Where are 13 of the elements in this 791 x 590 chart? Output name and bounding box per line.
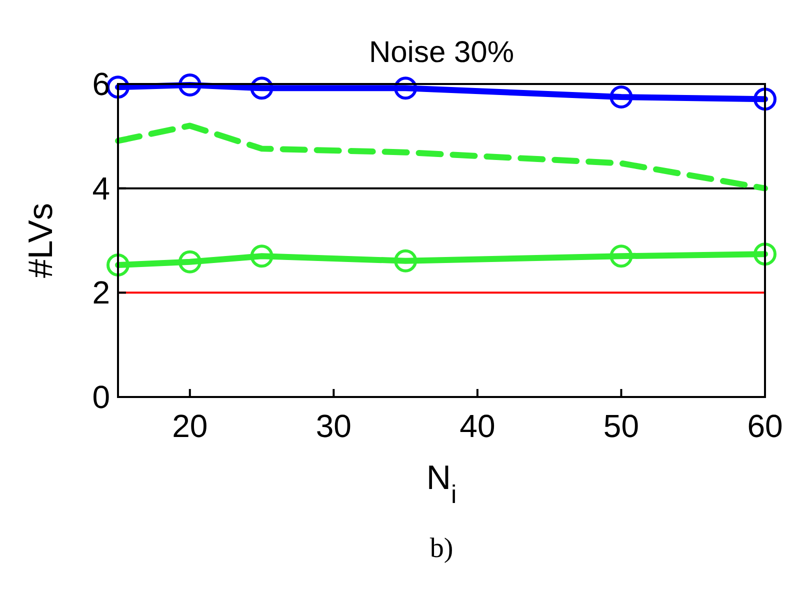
x-tick-label: 50 (603, 408, 640, 444)
x-axis-title: N$_{i}$ (426, 459, 457, 509)
text: b) (430, 533, 454, 564)
x-tick-label: 40 (460, 408, 496, 444)
x-tick-label: 30 (316, 408, 352, 444)
x-tick-label: 20 (172, 408, 208, 444)
y-axis-title: #LVs (22, 203, 60, 278)
x-tick-label: 60 (747, 408, 783, 444)
chart-title: Noise 30% (368, 36, 514, 69)
y-tick-label: 6 (92, 66, 110, 102)
y-tick-label: 2 (92, 274, 110, 311)
y-tick-label: 0 (92, 379, 110, 415)
y-tick-label: 4 (92, 170, 110, 206)
